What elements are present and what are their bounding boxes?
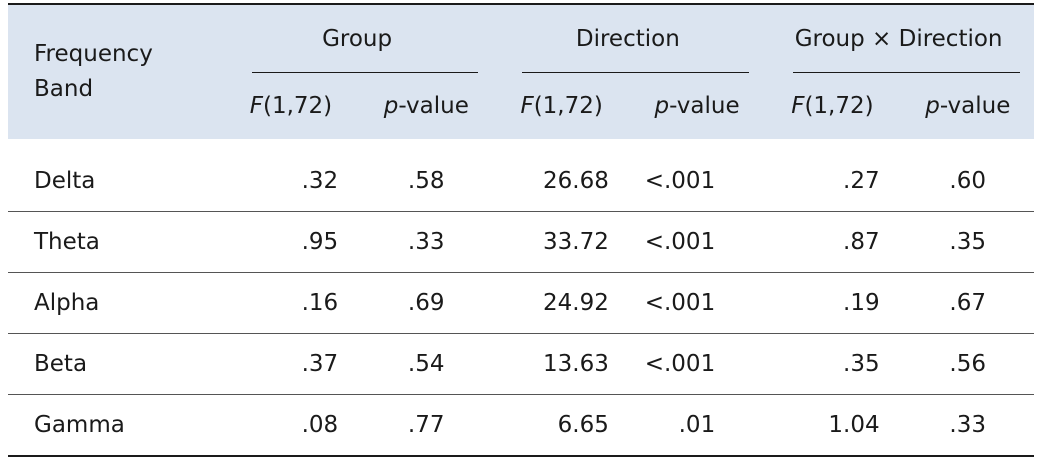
anova-results-table: Frequency Band Group Direction Group × D…	[8, 3, 1034, 457]
group-f-cell: .16	[221, 272, 361, 334]
f-symbol: F	[791, 93, 805, 119]
direction-f-header: F(1,72)	[492, 73, 630, 139]
f-symbol: F	[520, 93, 534, 119]
f-df: (1,72)	[533, 93, 603, 119]
interaction-p-cell: .67	[901, 272, 1034, 334]
interaction-f-cell: .87	[763, 211, 902, 273]
group-f-cell: .37	[221, 333, 361, 395]
interaction-p-cell: .60	[901, 151, 1034, 212]
group-p-header: p-value	[360, 73, 492, 139]
group-p-cell: .77	[360, 394, 493, 457]
group-f-cell: .32	[221, 151, 361, 212]
band-cell: Alpha	[8, 272, 222, 334]
direction-header: Direction	[492, 3, 764, 73]
header-spacer	[8, 139, 1034, 151]
p-symbol: p	[654, 93, 670, 119]
group-header: Group	[221, 3, 493, 73]
p-suffix: -value	[939, 93, 1011, 119]
interaction-f-cell: .19	[763, 272, 902, 334]
band-cell: Theta	[8, 211, 222, 273]
group-f-cell: .08	[221, 394, 361, 457]
direction-p-cell: <.001	[630, 211, 764, 273]
interaction-header-label: Group × Direction	[794, 26, 1003, 52]
interaction-f-cell: .35	[763, 333, 902, 395]
table-header: Frequency Band Group Direction Group × D…	[8, 3, 1034, 139]
interaction-header: Group × Direction	[763, 3, 1034, 73]
interaction-p-cell: .35	[901, 211, 1034, 273]
interaction-p-header: p-value	[902, 73, 1034, 139]
direction-f-cell: 6.65	[492, 394, 631, 457]
interaction-f-header: F(1,72)	[763, 73, 901, 139]
frequency-band-header-line2: Band	[34, 76, 94, 102]
group-p-cell: .33	[360, 211, 493, 273]
band-cell: Beta	[8, 333, 222, 395]
table-row: Theta .95 .33 33.72 <.001 .87 .35	[8, 211, 1034, 273]
direction-p-cell: <.001	[630, 333, 764, 395]
direction-p-header: p-value	[631, 73, 763, 139]
group-f-header: F(1,72)	[222, 73, 360, 139]
frequency-band-header-line1: Frequency	[34, 41, 153, 67]
header-row-groups: Frequency Band Group Direction Group × D…	[8, 3, 1034, 139]
interaction-p-cell: .33	[901, 394, 1034, 457]
group-f-cell: .95	[221, 211, 361, 273]
p-symbol: p	[925, 93, 940, 119]
direction-header-label: Direction	[575, 26, 680, 52]
table-row: Delta .32 .58 26.68 <.001 .27 .60	[8, 151, 1034, 212]
interaction-f-cell: .27	[763, 151, 902, 212]
group-header-label: Group	[322, 26, 393, 52]
f-df: (1,72)	[262, 93, 333, 119]
band-cell: Delta	[8, 151, 222, 212]
results-table-container: Frequency Band Group Direction Group × D…	[0, 3, 1042, 462]
f-symbol: F	[249, 93, 263, 119]
direction-f-cell: 33.72	[492, 211, 631, 273]
frequency-band-header: Frequency Band	[8, 3, 222, 139]
p-symbol: p	[383, 93, 399, 119]
direction-p-cell: <.001	[630, 272, 764, 334]
direction-header-rule	[522, 72, 750, 73]
group-p-cell: .54	[360, 333, 493, 395]
direction-p-cell: .01	[630, 394, 764, 457]
p-suffix: -value	[669, 93, 740, 119]
interaction-p-cell: .56	[901, 333, 1034, 395]
table-row: Gamma .08 .77 6.65 .01 1.04 .33	[8, 394, 1034, 457]
group-header-rule	[251, 72, 479, 73]
group-p-cell: .69	[360, 272, 493, 334]
direction-f-cell: 24.92	[492, 272, 631, 334]
direction-f-cell: 26.68	[492, 151, 631, 212]
direction-f-cell: 13.63	[492, 333, 631, 395]
interaction-header-rule	[793, 72, 1020, 73]
direction-p-cell: <.001	[630, 151, 764, 212]
group-p-cell: .58	[360, 151, 493, 212]
p-suffix: -value	[398, 93, 469, 119]
f-df: (1,72)	[804, 93, 874, 119]
interaction-f-cell: 1.04	[763, 394, 902, 457]
table-body: Delta .32 .58 26.68 <.001 .27 .60 Theta …	[8, 139, 1034, 457]
band-cell: Gamma	[8, 394, 222, 457]
table-row: Alpha .16 .69 24.92 <.001 .19 .67	[8, 272, 1034, 334]
table-row: Beta .37 .54 13.63 <.001 .35 .56	[8, 333, 1034, 395]
